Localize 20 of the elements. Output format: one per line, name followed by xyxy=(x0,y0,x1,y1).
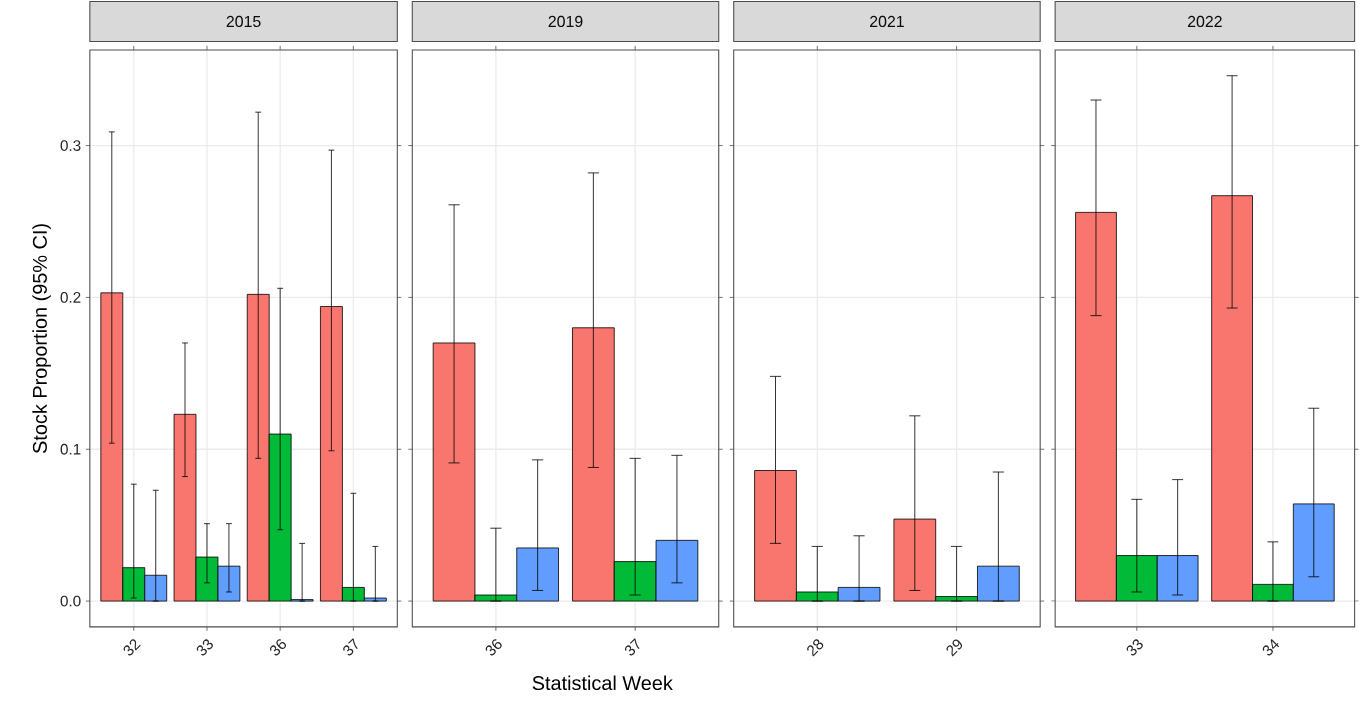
x-tick-label: 37 xyxy=(624,638,640,656)
chart-title: 2015 xyxy=(226,15,261,28)
y-axis-title: Stock Proportion (95% CI) xyxy=(32,224,51,454)
x-tick-label: 33 xyxy=(1126,639,1143,656)
y-tick-label: 0.1 xyxy=(60,443,81,455)
x-tick-label: 36 xyxy=(269,639,287,656)
x-tick-label: 28 xyxy=(807,639,824,657)
x-tick-label: 32 xyxy=(123,639,141,656)
x-tick-label: 37 xyxy=(343,638,358,656)
chart-title: 2021 xyxy=(870,15,904,28)
chart-title: 2019 xyxy=(548,15,583,28)
x-tick-label: 33 xyxy=(196,639,213,656)
x-axis-title: Statistical Week xyxy=(532,675,673,691)
x-tick-label: 29 xyxy=(946,639,963,657)
y-tick-label: 0.2 xyxy=(60,292,81,303)
x-tick-label: 34 xyxy=(1262,639,1280,656)
y-tick-label: 0.3 xyxy=(60,140,81,152)
x-tick-label: 36 xyxy=(485,639,502,656)
chart-title: 2022 xyxy=(1187,15,1222,28)
y-tick-label: 0.0 xyxy=(60,595,81,607)
